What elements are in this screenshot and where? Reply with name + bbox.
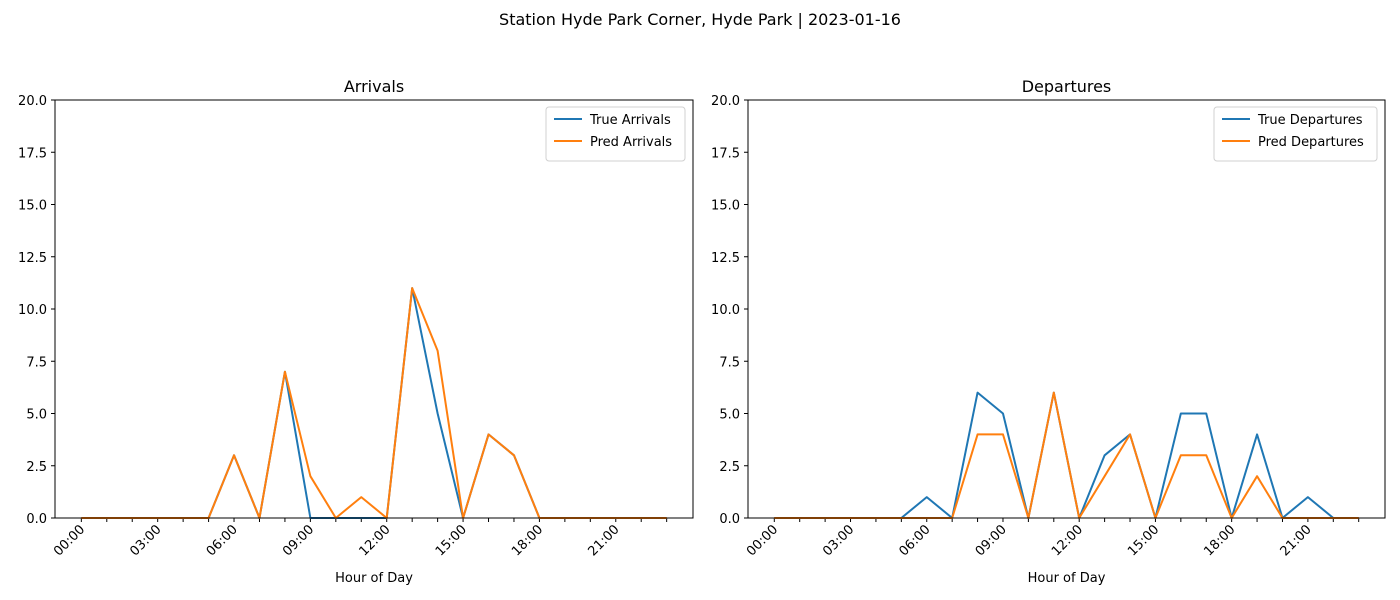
x-tick-label: 03:00 <box>820 522 857 559</box>
x-axis-label: Hour of Day <box>335 571 413 586</box>
y-tick-label: 0.0 <box>26 512 47 527</box>
plot-frame <box>54 99 694 519</box>
y-tick-label: 7.5 <box>719 355 740 370</box>
x-tick-label: 12:00 <box>356 522 393 559</box>
chart-panel-departures: Departures 0.0 2.5 5.0 7.5 10.0 12.5 15.0 17.5 20… <box>711 77 1386 586</box>
legend-box <box>1213 106 1378 162</box>
x-tick-label: 09:00 <box>973 522 1010 559</box>
y-tick-label: 2.5 <box>26 460 47 475</box>
x-axis-label: Hour of Day <box>1028 571 1106 586</box>
x-tick-label: 06:00 <box>896 522 933 559</box>
y-tick-label: 7.5 <box>26 355 47 370</box>
series-line-pred <box>774 391 1359 519</box>
series-line-true <box>81 287 667 519</box>
x-tick-label: 15:00 <box>1125 522 1162 559</box>
legend-label: True Arrivals <box>589 113 671 128</box>
y-tick-label: 12.5 <box>18 251 47 266</box>
figure-title: Station Hyde Park Corner, Hyde Park | 20… <box>499 10 901 29</box>
x-tick-label: 12:00 <box>1049 522 1086 559</box>
y-tick-label: 20.0 <box>18 94 47 109</box>
x-tick-label: 15:00 <box>433 522 470 559</box>
chart-panel-arrivals: Arrivals 0.0 2.5 5.0 7.5 10.0 12.5 15.0 17.5 20.0… <box>18 77 694 586</box>
x-tick-label: 00:00 <box>51 522 88 559</box>
legend-box <box>545 106 686 162</box>
y-tick-label: 17.5 <box>711 146 740 161</box>
legend-label: True Departures <box>1257 113 1363 128</box>
y-tick-label: 12.5 <box>711 251 740 266</box>
legend-label: Pred Arrivals <box>590 135 672 150</box>
y-tick-label: 10.0 <box>18 303 47 318</box>
chart-title: Departures <box>1022 77 1112 96</box>
y-tick-label: 20.0 <box>711 94 740 109</box>
y-tick-label: 10.0 <box>711 303 740 318</box>
y-tick-label: 5.0 <box>719 408 740 423</box>
x-tick-label: 00:00 <box>744 522 781 559</box>
y-tick-label: 0.0 <box>719 512 740 527</box>
x-tick-label: 09:00 <box>280 522 317 559</box>
chart-title: Arrivals <box>344 77 404 96</box>
y-tick-label: 15.0 <box>18 199 47 214</box>
plot-frame <box>747 99 1386 519</box>
y-tick-label: 5.0 <box>26 408 47 423</box>
x-tick-label: 18:00 <box>1201 522 1238 559</box>
x-tick-label: 21:00 <box>1278 522 1315 559</box>
x-tick-label: 21:00 <box>585 522 622 559</box>
legend-label: Pred Departures <box>1258 135 1364 150</box>
y-tick-label: 15.0 <box>711 199 740 214</box>
x-tick-label: 03:00 <box>127 522 164 559</box>
series-line-pred <box>81 287 667 519</box>
y-tick-label: 17.5 <box>18 146 47 161</box>
x-tick-label: 06:00 <box>204 522 241 559</box>
y-tick-label: 2.5 <box>719 460 740 475</box>
x-tick-label: 18:00 <box>509 522 546 559</box>
